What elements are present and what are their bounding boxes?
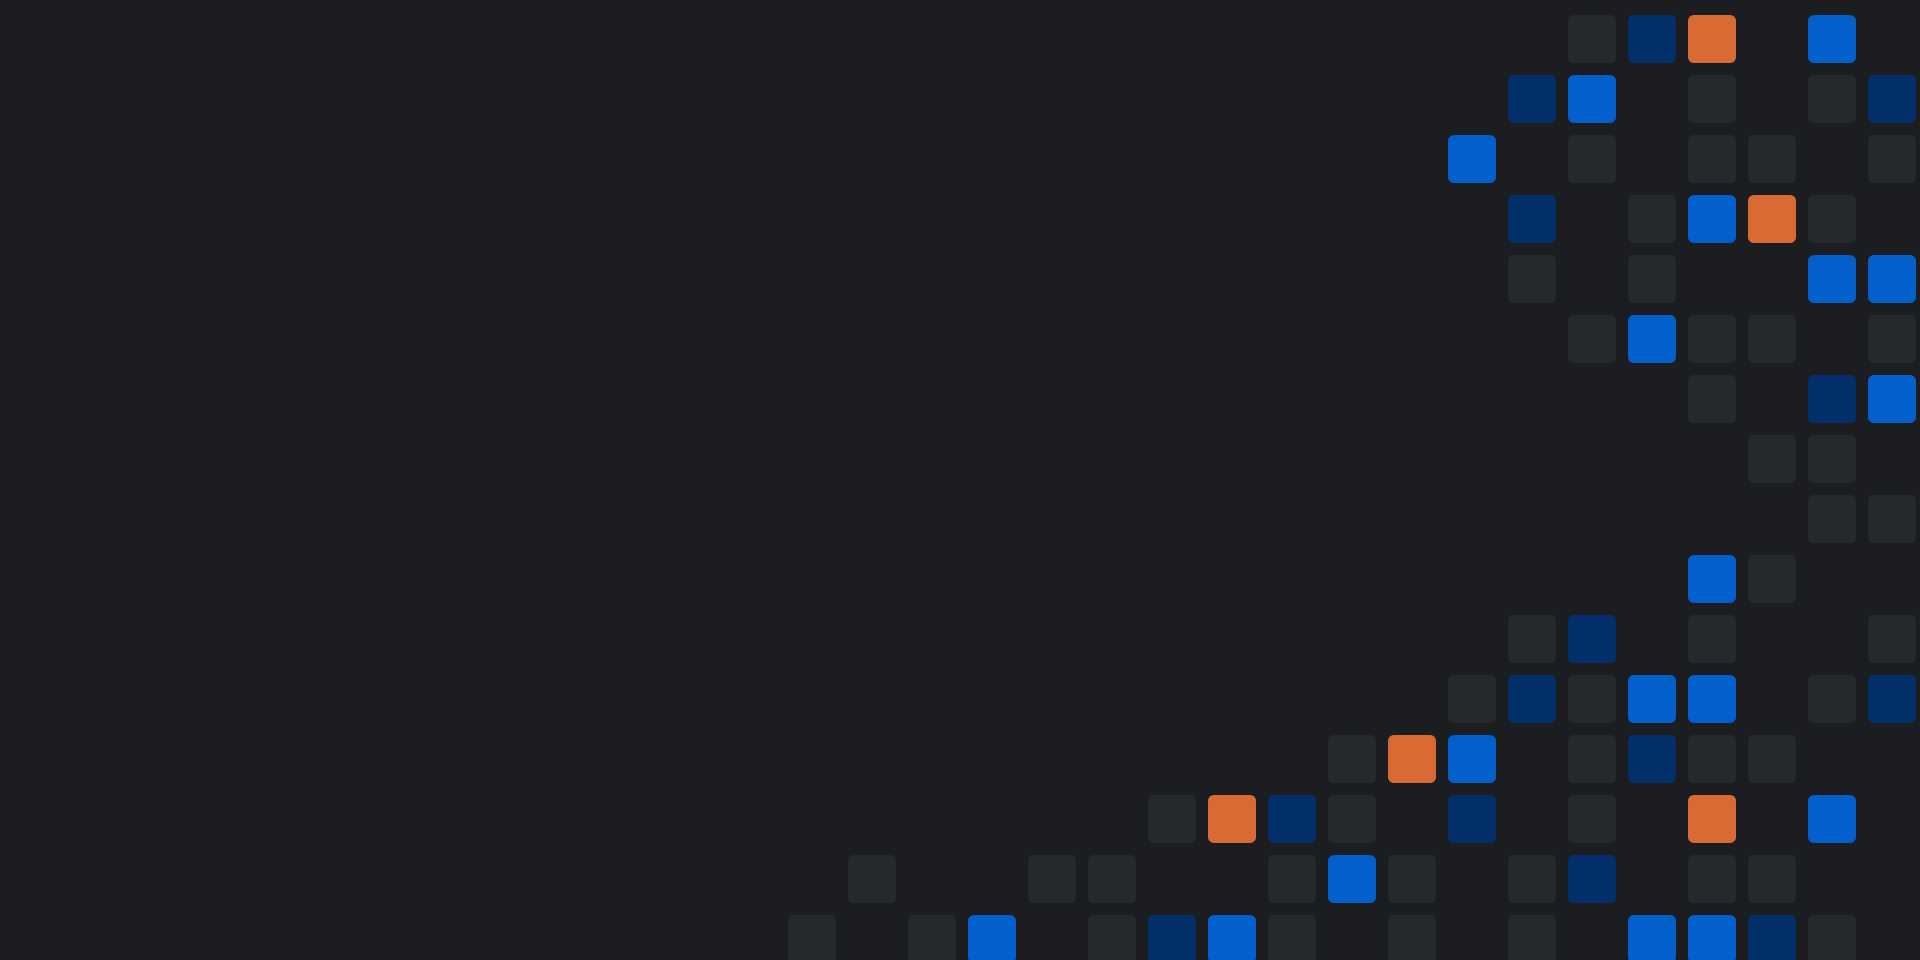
tile-dark-blue: [1508, 675, 1556, 723]
tile-blue: [1808, 15, 1856, 63]
tile-gray: [1448, 675, 1496, 723]
tile-gray: [1388, 915, 1436, 960]
tile-dark-blue: [1628, 15, 1676, 63]
tile-blue: [1688, 915, 1736, 960]
tile-gray: [1508, 855, 1556, 903]
tile-gray: [1388, 855, 1436, 903]
tile-dark-blue: [1448, 795, 1496, 843]
tile-gray: [1628, 255, 1676, 303]
tile-orange: [1388, 735, 1436, 783]
tile-dark-blue: [1268, 795, 1316, 843]
tile-gray: [1808, 675, 1856, 723]
tile-gray: [1148, 795, 1196, 843]
tile-gray: [1688, 75, 1736, 123]
tile-gray: [1268, 915, 1316, 960]
tile-dark-blue: [1508, 195, 1556, 243]
tile-gray: [1268, 855, 1316, 903]
tile-dark-blue: [1568, 615, 1616, 663]
tile-dark-blue: [1748, 915, 1796, 960]
tile-blue: [1448, 735, 1496, 783]
tile-gray: [1808, 435, 1856, 483]
tile-blue: [1208, 915, 1256, 960]
tile-dark-blue: [1808, 375, 1856, 423]
tile-gray: [1688, 735, 1736, 783]
tile-blue: [1688, 195, 1736, 243]
tile-blue: [1448, 135, 1496, 183]
tile-blue: [1808, 255, 1856, 303]
tile-gray: [1328, 795, 1376, 843]
tile-blue: [1628, 915, 1676, 960]
tile-orange: [1688, 795, 1736, 843]
tile-gray: [1808, 915, 1856, 960]
tile-gray: [1568, 15, 1616, 63]
tile-orange: [1208, 795, 1256, 843]
tile-gray: [1748, 855, 1796, 903]
tile-gray: [1568, 735, 1616, 783]
tile-gray: [1748, 555, 1796, 603]
tile-blue: [1568, 75, 1616, 123]
tile-gray: [1868, 315, 1916, 363]
tile-gray: [848, 855, 896, 903]
tile-gray: [788, 915, 836, 960]
tile-dark-blue: [1868, 675, 1916, 723]
tile-gray: [1568, 315, 1616, 363]
tile-gray: [1688, 855, 1736, 903]
tile-blue: [1328, 855, 1376, 903]
tile-dark-blue: [1628, 735, 1676, 783]
tile-gray: [1748, 135, 1796, 183]
tile-orange: [1688, 15, 1736, 63]
tile-blue: [1868, 375, 1916, 423]
tile-gray: [1868, 495, 1916, 543]
tile-gray: [1568, 675, 1616, 723]
tile-gray: [1808, 75, 1856, 123]
tile-gray: [1748, 435, 1796, 483]
tile-gray: [1088, 855, 1136, 903]
tile-gray: [1508, 255, 1556, 303]
tile-gray: [1808, 195, 1856, 243]
tile-gray: [1088, 915, 1136, 960]
tile-gray: [1028, 855, 1076, 903]
tile-gray: [1688, 375, 1736, 423]
tile-gray: [1508, 915, 1556, 960]
tile-gray: [1748, 735, 1796, 783]
tile-blue: [1808, 795, 1856, 843]
tile-gray: [1868, 135, 1916, 183]
tile-blue: [1868, 255, 1916, 303]
tile-gray: [1688, 135, 1736, 183]
tile-gray: [1328, 735, 1376, 783]
tile-blue: [968, 915, 1016, 960]
tile-gray: [1688, 615, 1736, 663]
tile-gray: [1868, 615, 1916, 663]
tile-orange: [1748, 195, 1796, 243]
tile-gray: [1568, 135, 1616, 183]
tile-gray: [1748, 315, 1796, 363]
tile-gray: [1508, 615, 1556, 663]
tile-blue: [1628, 675, 1676, 723]
tile-dark-blue: [1568, 855, 1616, 903]
tile-blue: [1688, 675, 1736, 723]
tile-dark-blue: [1868, 75, 1916, 123]
tile-blue: [1628, 315, 1676, 363]
tile-gray: [1808, 495, 1856, 543]
tile-gray: [1688, 315, 1736, 363]
tile-dark-blue: [1508, 75, 1556, 123]
tile-gray: [1628, 195, 1676, 243]
tile-blue: [1688, 555, 1736, 603]
tile-gray: [1568, 795, 1616, 843]
tile-gray: [908, 915, 956, 960]
tile-dark-blue: [1148, 915, 1196, 960]
